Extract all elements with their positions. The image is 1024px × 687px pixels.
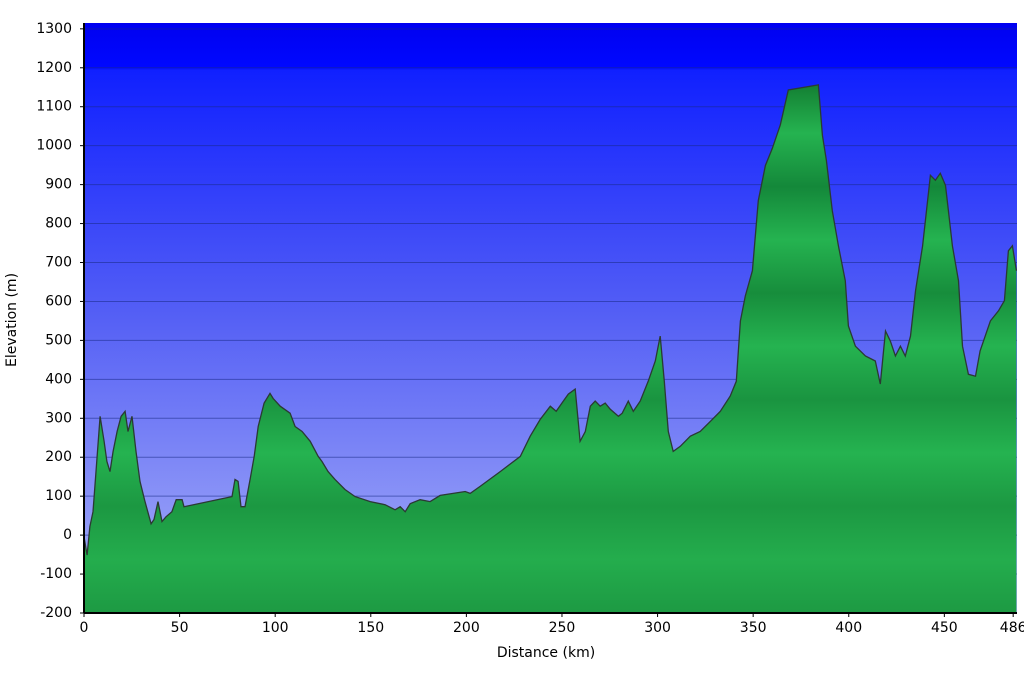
x-tick-label: 0 [80, 620, 89, 636]
y-tick-label: 800 [45, 216, 72, 232]
y-tick-label: -200 [40, 605, 72, 621]
elevation-area [84, 84, 1017, 613]
x-tick-label: 300 [644, 620, 671, 636]
y-axis-title: Elevation (m) [4, 273, 20, 367]
y-tick-label: 100 [45, 488, 72, 504]
x-tick-label: 50 [171, 620, 189, 636]
y-tick-label: 1300 [36, 21, 72, 37]
x-axis-title: Distance (km) [497, 645, 595, 661]
y-tick-label: 1200 [36, 60, 72, 76]
marks [83, 84, 1018, 613]
x-tick-label: 200 [453, 620, 480, 636]
y-tick-label: 1000 [36, 138, 72, 154]
y-tick-label: 300 [45, 410, 72, 426]
y-tick-label: -100 [40, 566, 72, 582]
x-tick-label: 450 [931, 620, 958, 636]
elevation-line [83, 84, 1018, 556]
x-tick-label: 100 [262, 620, 289, 636]
y-tick-label: 1100 [36, 99, 72, 115]
x-tick-label: 486 [1000, 620, 1024, 636]
x-tick-label: 250 [549, 620, 576, 636]
y-tick-label: 900 [45, 177, 72, 193]
y-tick-label: 500 [45, 332, 72, 348]
y-tick-label: 400 [45, 371, 72, 387]
x-tick-label: 150 [357, 620, 384, 636]
y-tick-label: 600 [45, 293, 72, 309]
y-tick-label: 0 [63, 527, 72, 543]
x-tick-label: 350 [740, 620, 767, 636]
y-tick-label: 700 [45, 255, 72, 271]
x-tick-label: 400 [835, 620, 862, 636]
y-tick-label: 200 [45, 449, 72, 465]
